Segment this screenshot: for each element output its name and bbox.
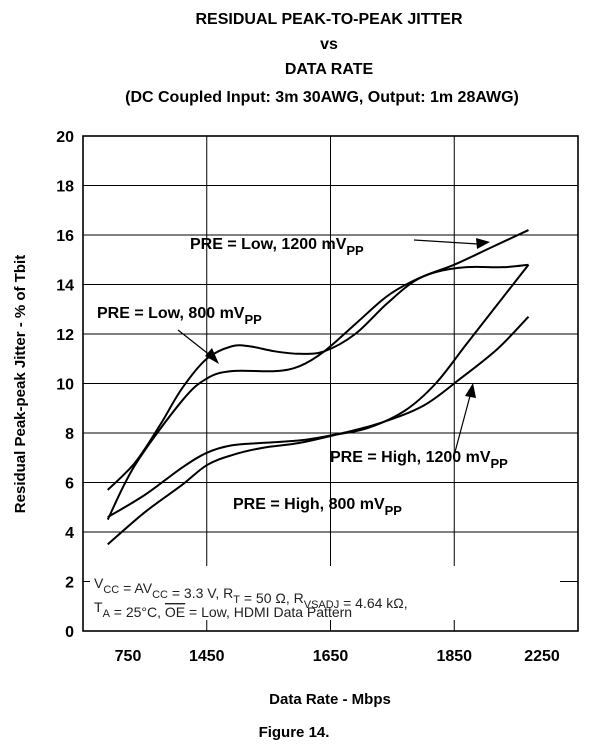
test-conditions: VCC = AVCC = 3.3 V, RT = 50 Ω, RVSADJ = …	[90, 566, 560, 620]
series-line-1	[106, 263, 529, 521]
label-low-1200-main: PRE = Low, 1200 mV	[190, 236, 347, 253]
y-tick-8: 8	[65, 426, 74, 443]
label-high-800-main: PRE = High, 800 mV	[233, 496, 385, 513]
label-high-800-sub: PP	[385, 503, 403, 518]
label-high-1200-main: PRE = High, 1200 mV	[330, 449, 491, 466]
y-tick-0: 0	[65, 624, 74, 641]
series-line-3	[107, 264, 530, 519]
y-axis-label: Residual Peak-peak Jitter - % of Tbit	[12, 255, 29, 513]
series-annotations: PRE = Low, 1200 mVPP PRE = Low, 800 mVPP…	[97, 236, 508, 518]
chart-title: RESIDUAL PEAK-TO-PEAK JITTER vs DATA RAT…	[125, 11, 519, 106]
series-line-2	[107, 229, 529, 491]
label-low-1200: PRE = Low, 1200 mVPP	[190, 236, 364, 258]
title-line-2: vs	[320, 36, 338, 53]
series-group	[106, 229, 530, 546]
label-low-1200-sub: PP	[346, 243, 364, 258]
arrow-high-1200-line	[454, 395, 471, 453]
y-tick-16: 16	[56, 228, 74, 245]
x-tick-1650: 1650	[313, 648, 349, 665]
y-tick-10: 10	[56, 377, 74, 394]
annotation-arrows	[177, 238, 490, 453]
series-line-4	[107, 315, 530, 546]
x-axis-label: Data Rate - Mbps	[269, 691, 391, 708]
y-tick-4: 4	[65, 525, 74, 542]
x-tick-labels: 750 1450 1650 1850 2250	[115, 648, 560, 665]
plot-frame	[82, 135, 579, 632]
x-tick-2250: 2250	[524, 648, 560, 665]
title-line-4: (DC Coupled Input: 3m 30AWG, Output: 1m …	[125, 89, 519, 106]
label-high-1200-sub: PP	[491, 456, 509, 471]
label-low-800-sub: PP	[244, 312, 262, 327]
arrow-low-1200-line	[413, 239, 479, 245]
arrow-low-800-head	[205, 348, 219, 364]
conditions-background	[90, 566, 560, 620]
label-high-1200: PRE = High, 1200 mVPP	[330, 449, 508, 471]
y-tick-20: 20	[56, 129, 74, 146]
y-tick-12: 12	[56, 327, 74, 344]
y-tick-14: 14	[56, 278, 74, 295]
figure-caption: Figure 14.	[259, 724, 330, 741]
grid-lines	[83, 136, 578, 631]
y-tick-labels: 0 2 4 6 8 10 12 14 16 18 20	[56, 129, 74, 641]
arrow-low-800-line	[177, 329, 212, 357]
x-tick-750: 750	[115, 648, 142, 665]
y-tick-2: 2	[65, 575, 74, 592]
conditions-line-1: VCC = AVCC = 3.3 V, RT = 50 Ω, RVSADJ = …	[94, 575, 408, 611]
x-tick-1450: 1450	[189, 648, 225, 665]
title-line-1: RESIDUAL PEAK-TO-PEAK JITTER	[196, 11, 463, 28]
y-tick-6: 6	[65, 476, 74, 493]
label-high-800: PRE = High, 800 mVPP	[233, 496, 402, 518]
title-line-3: DATA RATE	[285, 61, 374, 78]
label-low-800-main: PRE = Low, 800 mV	[97, 305, 245, 322]
arrow-low-1200-head	[476, 238, 490, 249]
y-tick-18: 18	[56, 179, 74, 196]
conditions-line-2: TA = 25°C, OE = Low, HDMI Data Pattern	[94, 599, 352, 620]
arrow-high-1200-head	[465, 383, 476, 398]
label-low-800: PRE = Low, 800 mVPP	[97, 305, 262, 327]
x-tick-1850: 1850	[436, 648, 472, 665]
